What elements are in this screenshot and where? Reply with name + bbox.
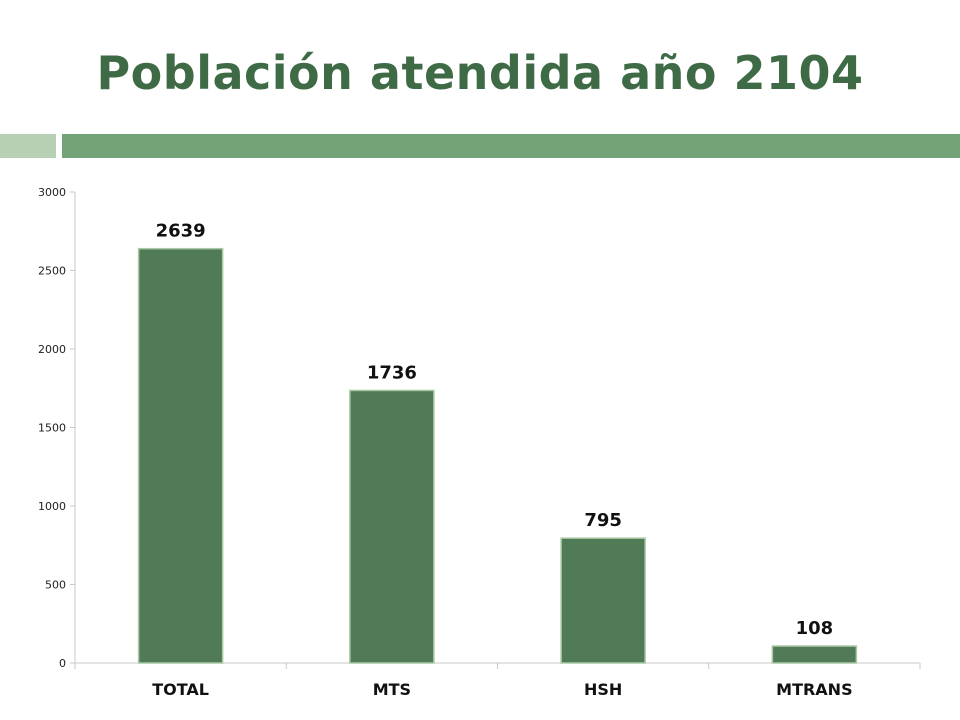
- y-tick-label: 3000: [38, 186, 66, 199]
- data-label: 108: [796, 618, 834, 639]
- bar: [771, 645, 858, 664]
- y-tick-label: 1000: [38, 500, 66, 513]
- data-label: 795: [584, 510, 622, 531]
- bar: [349, 389, 435, 664]
- data-label: 2639: [156, 221, 206, 242]
- bar: [137, 247, 224, 664]
- y-tick-label: 2500: [38, 265, 66, 278]
- title-underline-accent-right: [62, 134, 960, 158]
- title-underline-accent-left: [0, 134, 56, 158]
- y-tick-label: 500: [45, 579, 66, 592]
- slide-title: Población atendida año 2104: [96, 46, 864, 100]
- x-category-label: MTRANS: [776, 680, 852, 699]
- x-category-label: HSH: [584, 680, 622, 699]
- x-category-label: TOTAL: [152, 680, 209, 699]
- y-tick-label: 1500: [38, 422, 66, 435]
- data-label: 1736: [367, 362, 417, 383]
- x-category-label: MTS: [373, 680, 411, 699]
- bar: [560, 537, 646, 664]
- y-tick-label: 0: [59, 657, 66, 670]
- y-tick-label: 2000: [38, 343, 66, 356]
